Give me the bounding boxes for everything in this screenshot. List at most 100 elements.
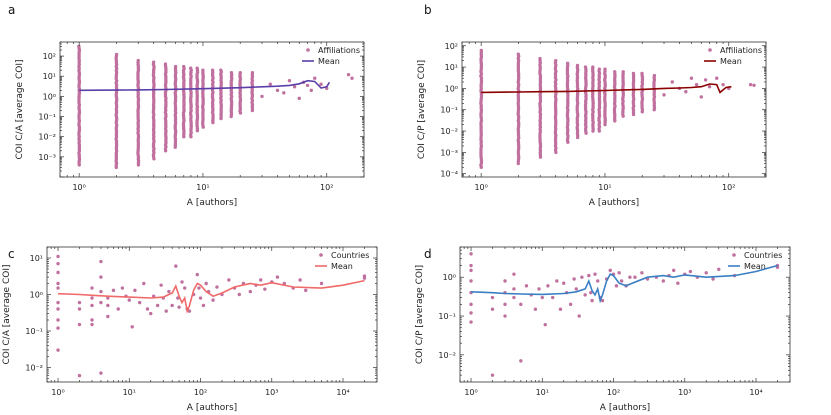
scatter-point xyxy=(591,65,595,69)
scatter-point xyxy=(219,68,223,72)
scatter-point xyxy=(717,267,721,271)
scatter-point xyxy=(469,268,473,273)
scatter-point xyxy=(298,278,302,282)
y-tick-label: 10¹ xyxy=(43,72,56,81)
scatter-point xyxy=(282,91,286,95)
scatter-point xyxy=(613,70,617,74)
scatter-point xyxy=(111,288,116,293)
y-tick-label: 10⁰ xyxy=(30,290,43,299)
scatter-point xyxy=(180,280,184,284)
scatter-point xyxy=(721,82,725,87)
scatter-point xyxy=(652,73,657,78)
scatter-point xyxy=(248,289,253,294)
legend-marker xyxy=(306,48,310,52)
scatter-point xyxy=(170,303,174,308)
scatter-point xyxy=(227,278,231,282)
scatter-point xyxy=(596,279,600,283)
y-axis-label: COI C/A [average COI] xyxy=(2,265,12,365)
scatter-point xyxy=(711,277,715,281)
scatter-point xyxy=(603,67,607,71)
scatter-point xyxy=(524,284,529,288)
scatter-point xyxy=(519,302,523,307)
mean-line xyxy=(79,79,331,92)
y-tick-label: 10⁻² xyxy=(440,127,458,136)
scatter-point xyxy=(565,61,570,66)
scatter-point xyxy=(597,67,602,71)
y-tick-label: 10⁻¹ xyxy=(25,327,43,336)
scatter-point xyxy=(275,88,280,93)
mean-line xyxy=(470,264,778,304)
legend-label: Countries xyxy=(331,251,369,260)
x-tick-label: 10¹ xyxy=(196,183,209,192)
scatter-point xyxy=(198,296,203,300)
scatter-point xyxy=(163,62,168,66)
scatter-point xyxy=(99,300,103,305)
scatter-point xyxy=(554,58,558,63)
scatter-point xyxy=(593,272,597,276)
x-tick-label: 10² xyxy=(722,183,735,192)
scatter-point xyxy=(707,85,712,89)
scatter-point xyxy=(617,271,621,275)
scatter-point xyxy=(238,70,242,75)
legend-label: Mean xyxy=(720,57,742,66)
axes-frame xyxy=(459,246,791,383)
scatter-point xyxy=(633,275,637,279)
scatter-point xyxy=(142,281,146,286)
scatter-point xyxy=(204,281,208,286)
scatter-point xyxy=(583,65,588,69)
scatter-point xyxy=(608,268,612,273)
scatter-point xyxy=(90,322,94,327)
scatter-point xyxy=(538,56,542,61)
scatter-point xyxy=(512,272,516,276)
scatter-point xyxy=(305,83,310,88)
scatter-point xyxy=(537,287,541,291)
scatter-point xyxy=(188,66,193,70)
scatter-point xyxy=(77,322,82,327)
mean-line xyxy=(57,279,365,314)
scatter-point xyxy=(260,94,264,99)
scatter-point xyxy=(469,320,473,324)
legend-label: Mean xyxy=(744,262,766,271)
y-axis-label: COI C/P [average COI] xyxy=(415,265,425,364)
x-tick-label: 10³ xyxy=(265,388,278,397)
scatter-point xyxy=(149,311,153,316)
x-tick-label: 10¹ xyxy=(536,388,549,397)
scatter-point xyxy=(287,79,292,83)
x-axis-label: A [authors] xyxy=(600,403,650,413)
x-tick-label: 10² xyxy=(320,183,333,192)
x-axis-label: A [authors] xyxy=(187,403,237,413)
scatter-point xyxy=(263,287,267,291)
scatter-point xyxy=(229,70,234,75)
scatter-point xyxy=(201,303,206,308)
scatter-point xyxy=(555,279,559,283)
scatter-point xyxy=(99,289,103,294)
data-layer xyxy=(479,48,756,169)
scatter-point xyxy=(689,76,694,80)
scatter-point xyxy=(503,302,507,307)
scatter-point xyxy=(533,307,538,311)
scatter-point xyxy=(748,82,753,87)
scatter-point xyxy=(120,286,125,290)
y-tick-label: 10¹ xyxy=(30,254,43,263)
scatter-point xyxy=(574,287,578,291)
y-tick-label: 10⁻² xyxy=(38,133,56,142)
scatter-point xyxy=(503,314,507,318)
panel-letter: b xyxy=(424,3,432,17)
x-tick-label: 10⁰ xyxy=(51,388,64,397)
legend-marker xyxy=(732,253,736,257)
y-tick-label: 10⁻¹ xyxy=(438,312,456,321)
scatter-point xyxy=(319,82,323,86)
scatter-point xyxy=(558,307,563,311)
legend-marker xyxy=(708,48,712,52)
scatter-point xyxy=(187,309,192,313)
scatter-point xyxy=(672,268,676,273)
y-tick-label: 10⁻² xyxy=(438,351,456,360)
scatter-point xyxy=(319,281,324,286)
scatter-point xyxy=(137,300,142,305)
y-tick-label: 10⁻⁴ xyxy=(440,170,458,179)
scatter-point xyxy=(490,295,495,300)
scatter-point xyxy=(490,307,495,311)
x-tick-label: 10⁴ xyxy=(336,388,349,397)
scatter-point xyxy=(631,71,636,76)
